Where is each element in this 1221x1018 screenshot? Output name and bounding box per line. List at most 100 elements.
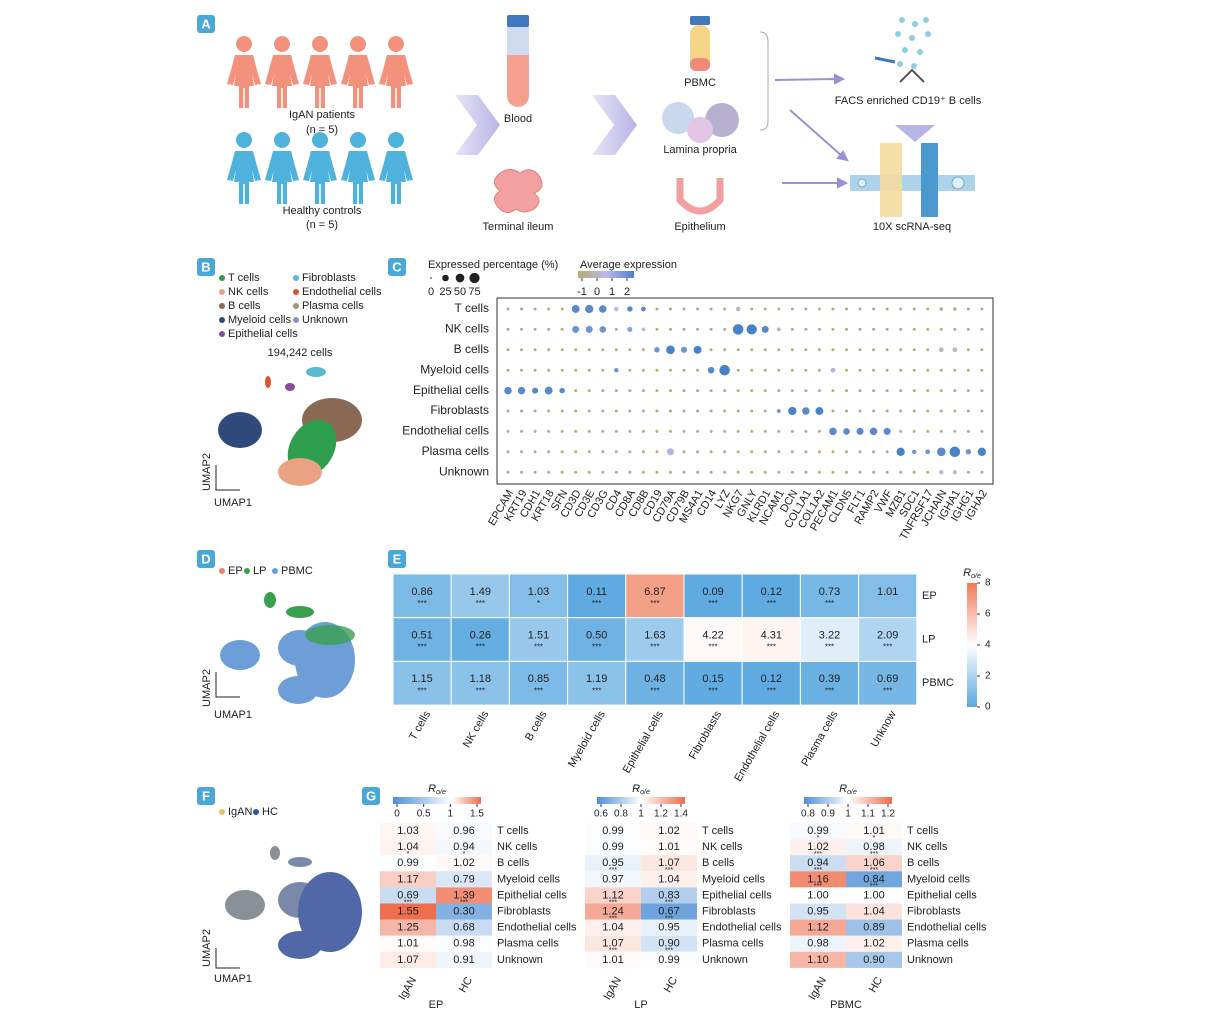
cell-value: 0.89 (863, 922, 884, 934)
dot (872, 327, 876, 331)
cell-value: 1.24 (602, 905, 623, 917)
dot (601, 389, 605, 393)
dot (696, 450, 700, 454)
dot (885, 307, 889, 311)
dot (980, 389, 984, 393)
dot (817, 450, 821, 454)
antibody (899, 68, 925, 83)
dot (506, 307, 510, 311)
colorbar-label: 0 (394, 809, 400, 820)
heatmap-cell (858, 573, 918, 619)
chevron (455, 95, 500, 155)
heatmap-cell (799, 660, 860, 706)
dot (682, 368, 686, 372)
cell-stars: *** (825, 686, 834, 695)
dot (614, 450, 618, 454)
cell-value: 6.87 (644, 586, 665, 598)
dot (966, 368, 970, 372)
heatmap-cell (585, 871, 641, 888)
dot (926, 409, 930, 413)
heatmap-cell (585, 919, 641, 936)
dot (547, 429, 551, 433)
heatmap-cell (846, 951, 902, 968)
legend-label: LP (253, 565, 266, 577)
dot (723, 327, 727, 331)
cell-value: 0.99 (602, 825, 623, 837)
dot (547, 450, 551, 454)
dot (655, 409, 659, 413)
dot (980, 470, 984, 474)
cell-value: 0.50 (586, 629, 607, 641)
dot (777, 307, 781, 311)
cell-value: 1.04 (397, 841, 418, 853)
dot (804, 429, 808, 433)
cell-value: 1.01 (658, 841, 679, 853)
dot (776, 327, 781, 332)
heatmap-cell (436, 823, 492, 840)
cell-value: 1.06 (863, 857, 884, 869)
dot (872, 470, 876, 474)
axis-label: UMAP2 (201, 669, 213, 707)
colorbar-label: 1 (638, 809, 644, 820)
dot (953, 327, 957, 331)
cell-stars: *** (825, 643, 834, 652)
cell-value: 0.99 (602, 841, 623, 853)
row-label: NK cells (907, 841, 948, 853)
legend-label: Unknown (302, 314, 348, 326)
row-label: Unknown (439, 464, 489, 478)
colorbar-title-sub: o/e (971, 573, 981, 580)
dot (682, 429, 686, 433)
dot (709, 409, 713, 413)
dot (587, 409, 591, 413)
cell-value: 1.16 (807, 873, 828, 885)
heatmap-cell (683, 660, 743, 706)
heatmap-cell (641, 935, 697, 952)
control-icon (265, 132, 299, 204)
dot (831, 348, 835, 352)
dot (506, 327, 510, 331)
size-legend-label: 25 (439, 286, 451, 298)
dot (506, 409, 510, 413)
dot (912, 368, 916, 372)
color-legend-label: 1 (609, 286, 615, 298)
column-label: Unknow (869, 709, 899, 749)
colorbar-title-sub: o/e (436, 789, 446, 796)
dot (926, 327, 930, 331)
umap-b (218, 367, 362, 486)
cell-stars: *** (767, 686, 776, 695)
dot (953, 368, 957, 372)
row-label: Plasma cells (422, 444, 489, 458)
legend-label: T cells (228, 272, 260, 284)
heatmap-cell (641, 823, 697, 840)
dot (949, 446, 961, 458)
cell-value: 0.95 (602, 857, 623, 869)
heatmap-cell (436, 855, 492, 872)
dot (844, 348, 849, 352)
heatmap-cell (641, 887, 697, 904)
row-label: Epithelial cells (413, 383, 489, 397)
dot (761, 325, 769, 333)
heatmap-cell (380, 903, 436, 920)
colorbar-label: 1.2 (654, 809, 668, 820)
colorbar (597, 797, 685, 804)
cell-value: 1.02 (863, 938, 884, 950)
dot (682, 327, 686, 331)
legend-swatch (219, 275, 225, 281)
dot (750, 470, 754, 474)
cell-value: 1.04 (863, 905, 884, 917)
dot (885, 450, 889, 454)
heatmap-cell (585, 935, 641, 952)
cell-value: 1.55 (397, 905, 418, 917)
dot (682, 389, 686, 393)
dot (952, 347, 958, 353)
dot (723, 307, 727, 311)
dot (506, 368, 510, 372)
cell-value: 0.12 (761, 586, 782, 598)
row-label: Fibroblasts (497, 905, 551, 917)
panel-letter: G (366, 788, 376, 803)
dot (885, 327, 889, 331)
heatmap-cell (625, 660, 685, 706)
row-label: Plasma cells (702, 938, 764, 950)
cell-stars: *** (609, 915, 617, 922)
heatmap-cell (790, 871, 846, 888)
